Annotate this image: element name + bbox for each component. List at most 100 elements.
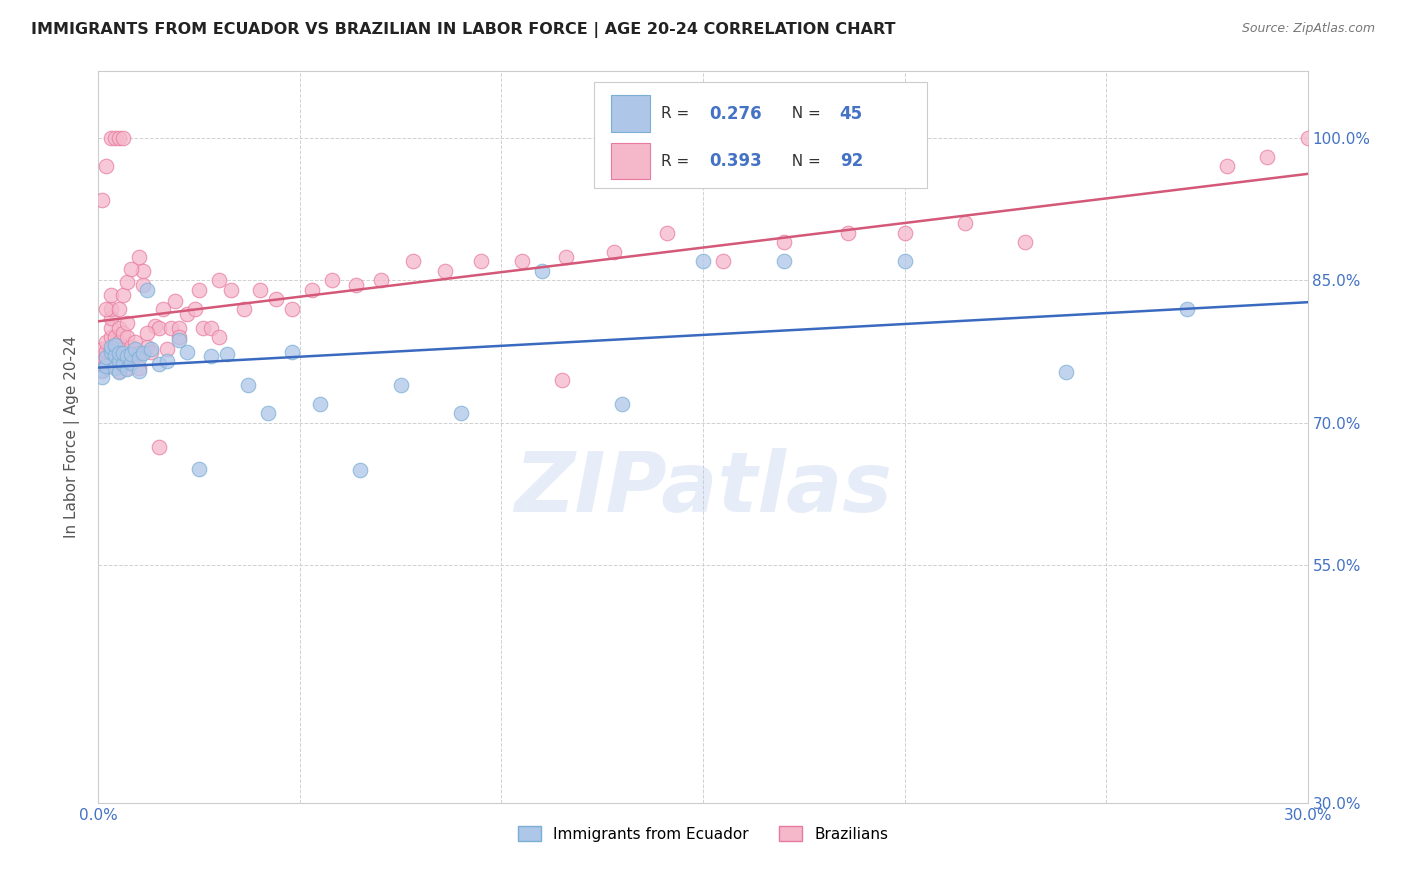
Point bbox=[100, 301, 122, 316]
Point bbox=[103, 360, 125, 375]
Point bbox=[91, 349, 114, 363]
Point bbox=[470, 254, 492, 268]
Point bbox=[148, 357, 170, 371]
Point bbox=[120, 347, 142, 361]
Point bbox=[163, 294, 186, 309]
Point bbox=[893, 254, 915, 268]
Point bbox=[167, 333, 190, 347]
Point bbox=[450, 406, 472, 420]
Point bbox=[217, 347, 239, 361]
Point bbox=[321, 273, 343, 287]
Point bbox=[115, 349, 138, 363]
Point bbox=[91, 363, 114, 377]
Point bbox=[156, 342, 179, 356]
Point bbox=[107, 335, 129, 350]
Point bbox=[103, 338, 125, 352]
Point bbox=[344, 278, 367, 293]
Text: ZIPatlas: ZIPatlas bbox=[515, 448, 891, 529]
Point bbox=[200, 349, 222, 363]
Point bbox=[135, 326, 157, 340]
Point bbox=[103, 348, 125, 362]
Point bbox=[111, 287, 134, 301]
Point bbox=[772, 235, 794, 250]
Point bbox=[111, 131, 134, 145]
Point bbox=[132, 278, 155, 293]
Point bbox=[128, 360, 150, 375]
Point bbox=[115, 275, 138, 289]
FancyBboxPatch shape bbox=[612, 143, 650, 179]
Point bbox=[551, 373, 574, 387]
Point bbox=[132, 345, 155, 359]
Point bbox=[107, 365, 129, 379]
Point bbox=[115, 345, 138, 359]
FancyBboxPatch shape bbox=[595, 82, 927, 188]
Point bbox=[100, 344, 122, 359]
Text: 45: 45 bbox=[839, 104, 863, 122]
Point bbox=[96, 301, 118, 316]
Point bbox=[148, 321, 170, 335]
Point bbox=[156, 354, 179, 368]
Point bbox=[249, 283, 271, 297]
Point bbox=[115, 316, 138, 330]
Point bbox=[1054, 366, 1077, 380]
Point bbox=[124, 335, 146, 350]
Point bbox=[96, 359, 118, 373]
Text: R =: R = bbox=[661, 153, 693, 169]
Point bbox=[120, 262, 142, 277]
Point bbox=[143, 318, 166, 333]
Point bbox=[200, 321, 222, 335]
Point bbox=[115, 361, 138, 376]
Point bbox=[1296, 131, 1319, 145]
Point bbox=[111, 357, 134, 371]
Point bbox=[264, 293, 287, 307]
Point bbox=[128, 250, 150, 264]
Point bbox=[1014, 235, 1036, 250]
Point bbox=[256, 406, 278, 420]
Point bbox=[128, 346, 150, 360]
Text: N =: N = bbox=[782, 106, 825, 121]
Point bbox=[132, 264, 155, 278]
Point bbox=[309, 397, 332, 411]
Point bbox=[510, 254, 533, 268]
Point bbox=[124, 349, 146, 363]
Legend: Immigrants from Ecuador, Brazilians: Immigrants from Ecuador, Brazilians bbox=[512, 820, 894, 847]
Point bbox=[128, 351, 150, 366]
Point bbox=[167, 330, 190, 344]
Point bbox=[91, 370, 114, 384]
Point bbox=[103, 344, 125, 359]
Point bbox=[103, 330, 125, 344]
Point bbox=[1175, 301, 1198, 316]
Point bbox=[152, 301, 174, 316]
Text: 0.393: 0.393 bbox=[709, 152, 762, 170]
Point bbox=[96, 351, 118, 365]
Point bbox=[111, 357, 134, 371]
Point bbox=[115, 360, 138, 375]
Point bbox=[148, 440, 170, 454]
Point bbox=[160, 321, 183, 335]
Point bbox=[208, 330, 231, 344]
Point bbox=[281, 344, 304, 359]
Point bbox=[100, 330, 122, 344]
Text: Source: ZipAtlas.com: Source: ZipAtlas.com bbox=[1241, 22, 1375, 36]
Point bbox=[349, 463, 371, 477]
Point bbox=[91, 362, 114, 376]
Point bbox=[893, 226, 915, 240]
Point bbox=[100, 321, 122, 335]
Point bbox=[107, 301, 129, 316]
Point bbox=[612, 397, 634, 411]
Point bbox=[692, 254, 714, 268]
Point bbox=[301, 283, 323, 297]
Point bbox=[176, 307, 198, 321]
Point bbox=[100, 340, 122, 354]
Point bbox=[100, 287, 122, 301]
Text: N =: N = bbox=[782, 153, 825, 169]
Point bbox=[100, 311, 122, 326]
Point bbox=[188, 462, 211, 476]
Point bbox=[135, 283, 157, 297]
Point bbox=[236, 377, 259, 392]
Point bbox=[111, 326, 134, 340]
Point bbox=[711, 254, 734, 268]
Point bbox=[120, 354, 142, 368]
Point bbox=[953, 216, 976, 230]
Point bbox=[184, 301, 207, 316]
